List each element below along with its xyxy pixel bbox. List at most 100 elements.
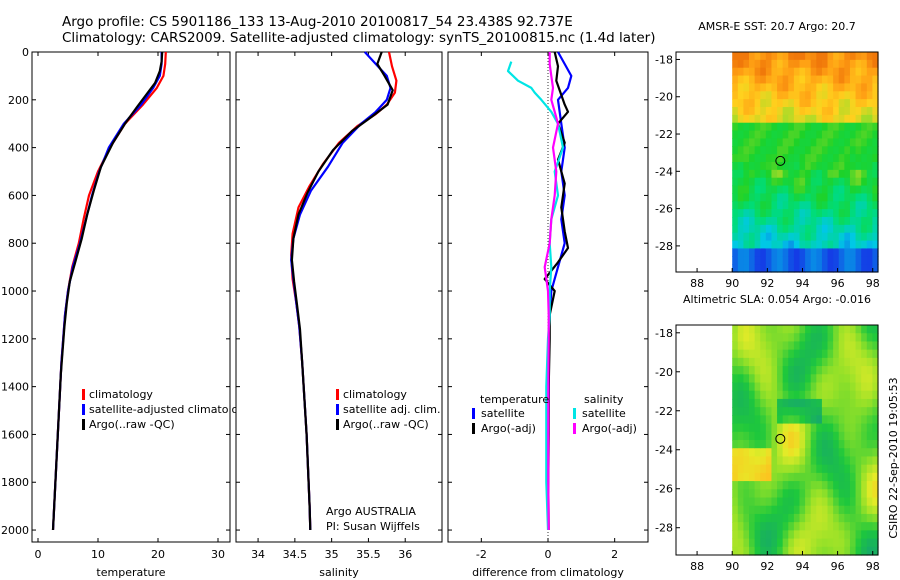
sla-map-cell: [855, 366, 862, 375]
sst-map-cell: [732, 52, 739, 61]
figure-subtitle: Climatology: CARS2009. Satellite-adjuste…: [62, 30, 656, 46]
sla-map-cell: [866, 349, 873, 359]
sla-map-cell: [821, 497, 829, 507]
temperature-legend-swatch: [82, 404, 85, 415]
sst-map-cell: [805, 264, 812, 273]
sst-map-cell: [782, 67, 789, 77]
sst-map-cell: [838, 138, 845, 147]
sst-map-cell: [765, 224, 773, 234]
sla-map-cell: [760, 472, 767, 482]
sst-map-cell: [793, 209, 801, 218]
sst-map-cell: [861, 217, 868, 226]
sla-map-cell: [855, 398, 862, 408]
sla-map-cell: [771, 513, 778, 523]
temperature-axes-frame: [31, 51, 231, 543]
sla-map-cell: [732, 415, 739, 425]
sst-map-cell: [793, 240, 801, 250]
sla-map-cell: [799, 349, 806, 359]
sst-map-cell: [760, 59, 767, 69]
sst-map-cell: [866, 154, 873, 163]
sla-map-cell: [844, 357, 851, 367]
sst-map-cell: [771, 75, 778, 85]
sla-map-cell: [788, 456, 795, 466]
sst-map-cell: [838, 83, 845, 92]
sla-map-cell: [732, 530, 739, 540]
sla-map-cell: [749, 415, 756, 425]
sst-map-cell: [833, 59, 840, 69]
sla-map-cell: [849, 366, 857, 375]
sst-map-cell: [827, 224, 834, 234]
sst-map-cell: [821, 138, 829, 147]
sst-map-cell: [816, 224, 823, 234]
sst-map-cell: [827, 138, 834, 147]
sla-map-cell: [732, 423, 739, 433]
sst-map-cell: [810, 83, 817, 92]
sst-map-cell: [866, 146, 873, 155]
sla-map-cell: [799, 440, 806, 449]
sla-map-cell: [771, 357, 778, 367]
sst-map-cell: [810, 256, 817, 265]
sst-map-cell: [765, 201, 773, 210]
sst-map-cell: [810, 67, 817, 77]
sst-map-cell: [782, 177, 789, 187]
sst-map-cell: [760, 193, 767, 202]
sst-map-cell: [838, 91, 845, 100]
sst-map-cell: [743, 67, 750, 77]
sla-map-cell: [872, 357, 879, 367]
sst-map-cell: [866, 240, 873, 250]
sst-map-cell: [805, 130, 812, 140]
sla-map-cell: [788, 349, 795, 359]
sst-map-cell: [821, 107, 829, 116]
sst-map-cell: [805, 224, 812, 234]
sla-map-cell: [861, 366, 868, 375]
sla-map-cell: [805, 497, 812, 507]
sla-map-cell: [771, 489, 778, 499]
sla-map-cell: [833, 513, 840, 523]
sla-map-cell: [732, 472, 739, 482]
sla-map-cell: [805, 513, 812, 523]
sla-map-cell: [777, 341, 784, 351]
sla-map-cell: [771, 382, 778, 392]
sst-map-cell: [805, 122, 812, 132]
sla-map-cell: [844, 546, 851, 556]
sst-map-cell: [827, 99, 834, 108]
sst-map-cell: [765, 138, 773, 147]
sst-map-cell: [816, 52, 823, 61]
sla-map-cell: [749, 407, 756, 416]
sst-map-cell: [844, 99, 851, 108]
sst-map-cell: [844, 169, 851, 179]
sla-map-cell: [849, 333, 857, 343]
sla-map-cell: [777, 366, 784, 375]
sla-map-cell: [799, 357, 806, 367]
sst-map-cell: [827, 75, 834, 85]
sst-map-cell: [827, 169, 834, 179]
sst-map-cell: [743, 256, 750, 265]
sla-map-cell: [816, 530, 823, 540]
sla-map-cell: [771, 390, 778, 400]
sst-map-cell: [737, 138, 745, 147]
sla-map-cell: [777, 398, 784, 408]
sst-map-cell: [732, 169, 739, 179]
depth-tick-label: 400: [8, 142, 29, 155]
sst-map-cell: [805, 67, 812, 77]
sla-map-cell: [777, 448, 784, 458]
sst-map-cell: [788, 224, 795, 234]
sst-map-cell: [816, 83, 823, 92]
sla-map-cell: [771, 349, 778, 359]
sla-map-cell: [838, 382, 845, 392]
sla-map-cell: [855, 472, 862, 482]
sst-map-cell: [737, 248, 745, 257]
sla-map-cell: [743, 464, 750, 474]
sst-map-cell: [838, 169, 845, 179]
sst-map-cell: [799, 67, 806, 77]
sst-map-cell: [732, 193, 739, 202]
sla-map-cell: [861, 481, 868, 490]
sla-map-cell: [799, 407, 806, 416]
sla-map-cell: [861, 530, 868, 540]
sla-map-cell: [838, 522, 845, 531]
sla-map-cell: [810, 530, 817, 540]
sla-map-cell: [749, 513, 756, 523]
sla-map-cell: [793, 497, 801, 507]
sst-map-cell: [737, 75, 745, 85]
